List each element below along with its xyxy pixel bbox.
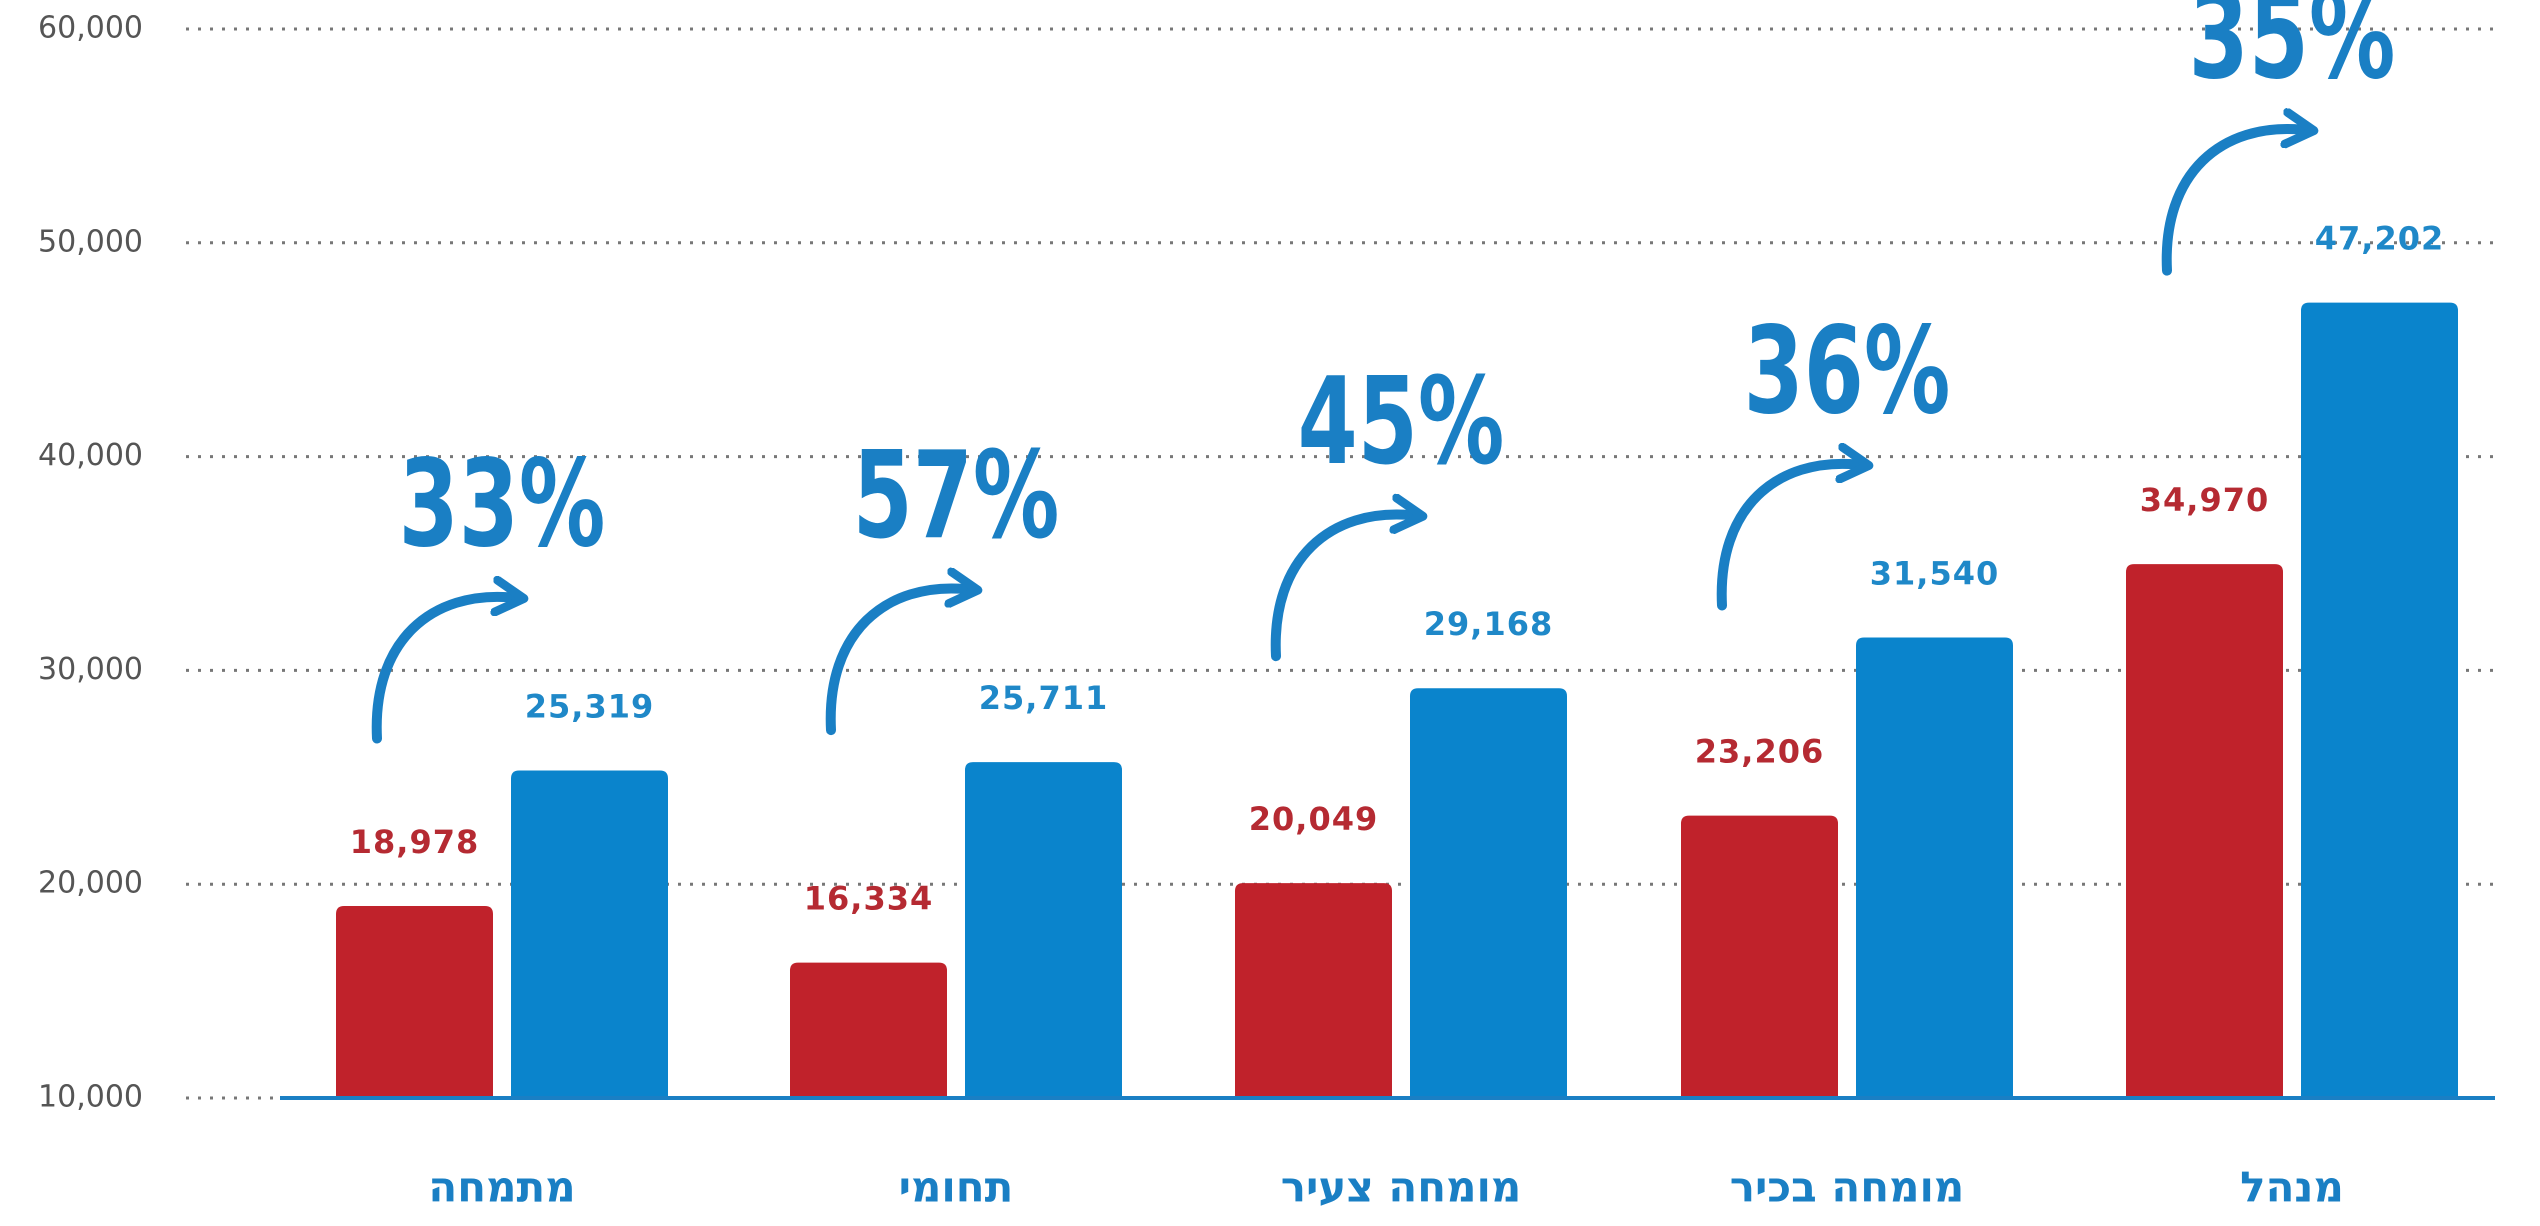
value-label: 29,168 (1424, 605, 1553, 643)
bar (790, 962, 947, 1098)
growth-arrow (1716, 464, 1857, 611)
value-label: 25,319 (525, 687, 654, 725)
value-label: 34,970 (2140, 481, 2269, 519)
y-tick-label: 10,000 (38, 1080, 143, 1115)
growth-label: 57% (853, 426, 1060, 566)
x-tick-label: מומחה צעיר (1281, 1163, 1522, 1212)
growth-label: 36% (1744, 301, 1951, 441)
growth-arrow (1270, 515, 1411, 662)
value-label: 31,540 (1870, 554, 1999, 592)
bar (336, 906, 493, 1098)
y-tick-label: 40,000 (38, 438, 143, 473)
growth-label: 45% (1298, 352, 1505, 492)
x-tick-label: מומחה בכיר (1730, 1163, 1965, 1212)
y-tick-label: 60,000 (38, 11, 143, 46)
y-tick-label: 20,000 (38, 866, 143, 901)
growth-label: 35% (2189, 0, 2396, 106)
value-label: 23,206 (1695, 733, 1824, 771)
bar (2126, 564, 2283, 1098)
bar (1856, 637, 2013, 1098)
bar (965, 762, 1122, 1098)
bar (1681, 815, 1838, 1098)
x-tick-label: מנהל (2240, 1163, 2344, 1212)
growth-arrow (371, 597, 512, 744)
x-tick-label: מתמחה (428, 1163, 575, 1212)
bar (511, 770, 668, 1098)
y-tick-label: 50,000 (38, 224, 143, 259)
value-label: 47,202 (2315, 220, 2444, 258)
growth-arrow (825, 588, 966, 736)
value-label: 18,978 (350, 823, 479, 861)
x-tick-label: תחומי (899, 1163, 1014, 1212)
bar (2301, 302, 2458, 1099)
value-label: 20,049 (1249, 800, 1378, 838)
value-label: 25,711 (979, 679, 1108, 717)
growth-label: 33% (399, 434, 606, 574)
growth-arrow (2161, 129, 2302, 276)
value-label: 16,334 (804, 880, 933, 918)
y-tick-label: 30,000 (38, 652, 143, 687)
bar (1235, 883, 1392, 1098)
bar (1410, 688, 1567, 1098)
